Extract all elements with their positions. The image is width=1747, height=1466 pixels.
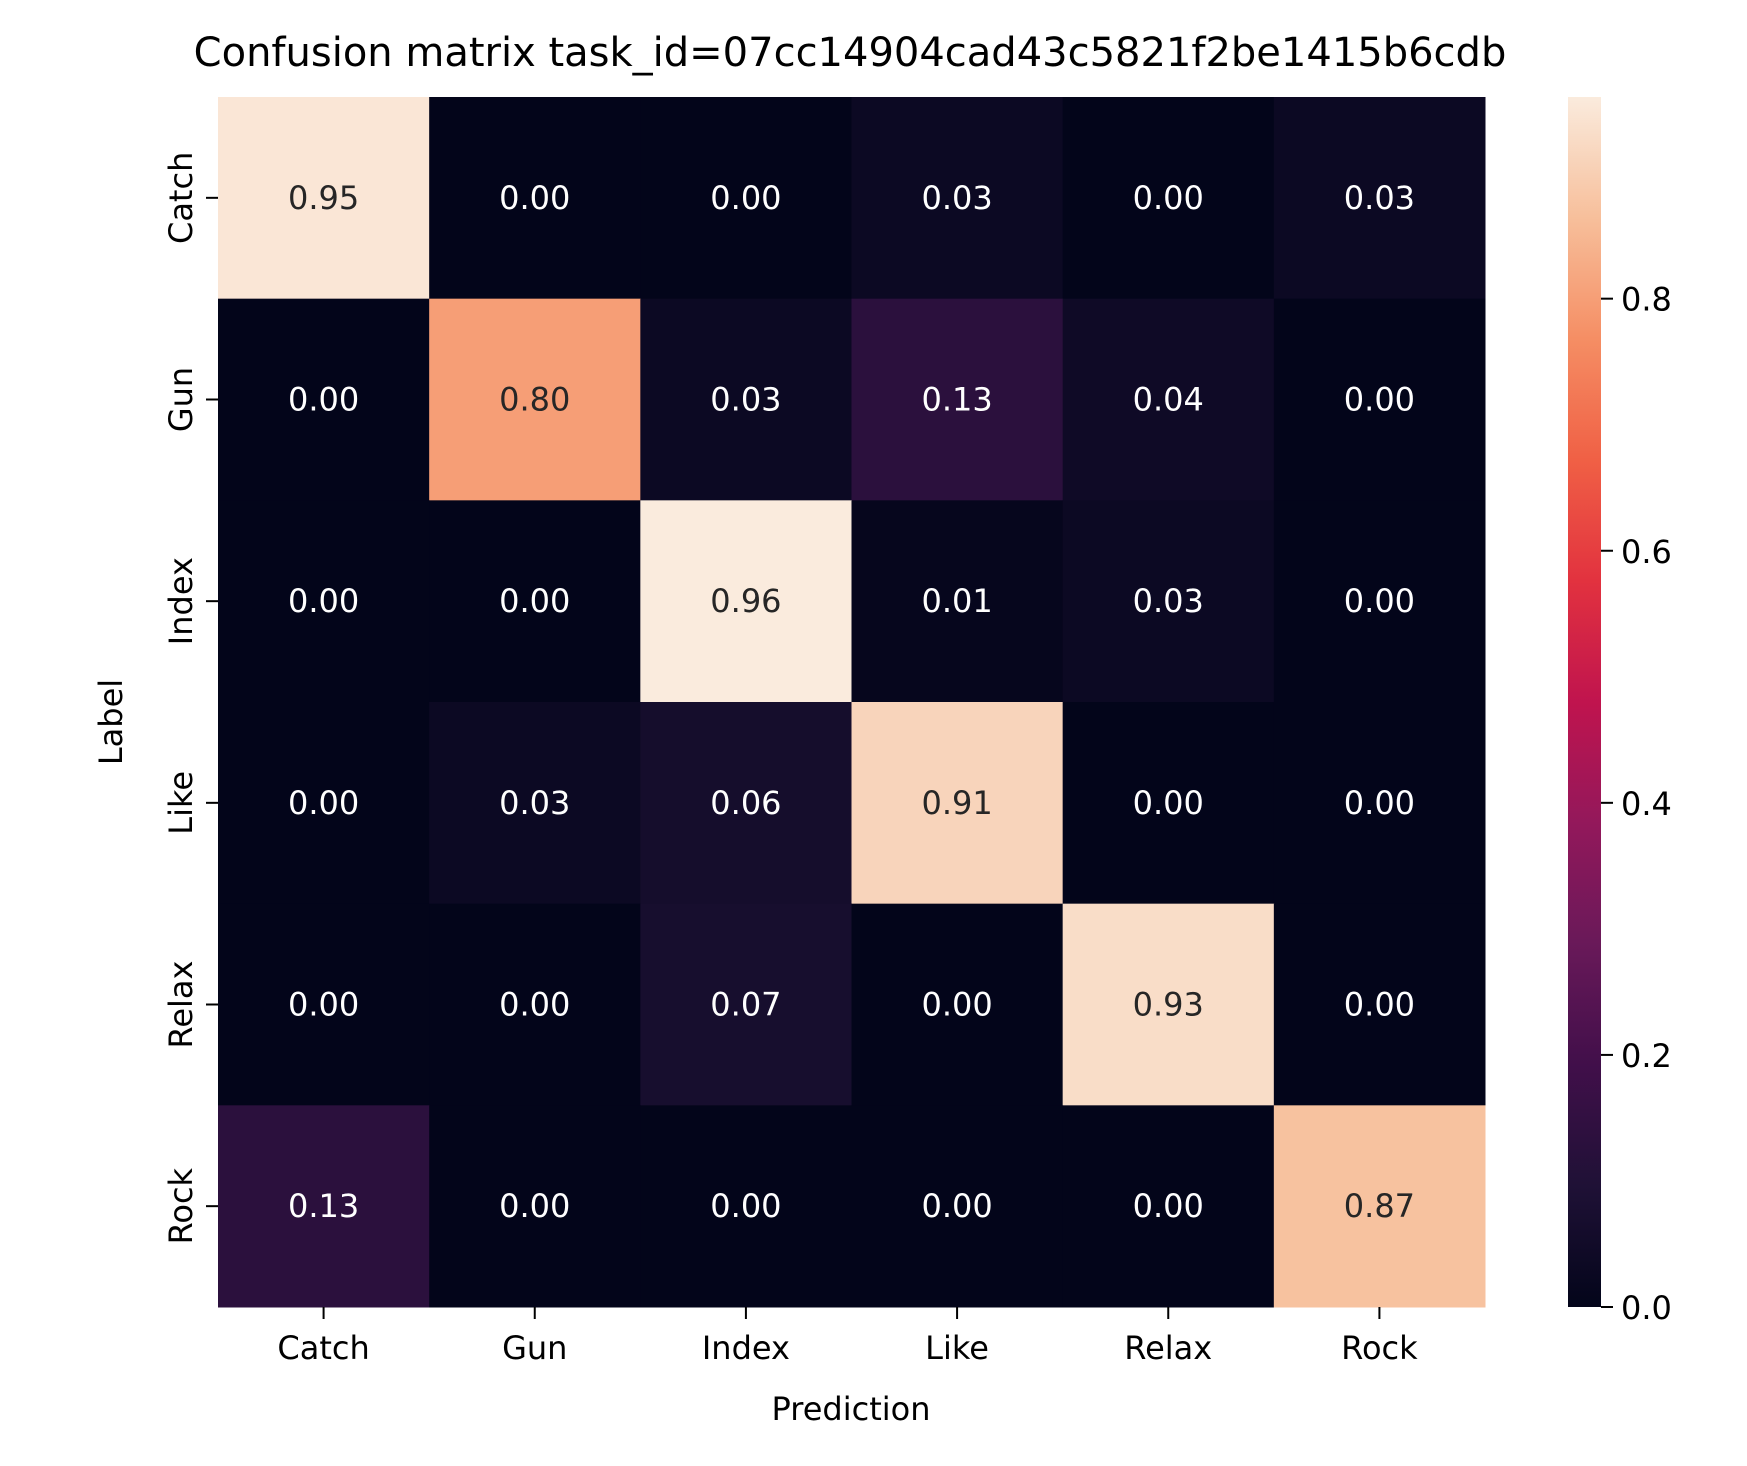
cell-value-label: 0.00: [288, 784, 359, 822]
heatmap-cell: [429, 903, 641, 1106]
y-axis-label: Label: [92, 679, 130, 765]
heatmap-cell: [640, 97, 852, 300]
heatmap-cell: [640, 1105, 852, 1308]
cell-value-label: 0.91: [921, 784, 992, 822]
cell-value-label: 0.03: [1133, 582, 1204, 620]
x-tick-label: Like: [925, 1329, 989, 1367]
x-tick-label: Rock: [1341, 1329, 1418, 1367]
cell-value-label: 0.00: [1133, 1187, 1204, 1225]
heatmap-cell: [640, 702, 852, 905]
heatmap-cell: [218, 903, 430, 1106]
heatmap-cell: [1273, 702, 1486, 905]
x-axis-label: Prediction: [772, 1390, 931, 1428]
heatmap-cell: [1062, 500, 1275, 703]
x-tick-label: Relax: [1124, 1329, 1212, 1367]
heatmap-cells: [218, 97, 1486, 1308]
heatmap-cell: [429, 97, 641, 300]
y-axis: Catch Gun Index Like Relax Rock: [162, 152, 218, 1244]
cell-value-label: 0.01: [921, 582, 992, 620]
y-tick-label: Gun: [162, 367, 200, 432]
colorbar-ticks: 0.0 0.2 0.4 0.6 0.8: [1601, 281, 1672, 1327]
colorbar-tick-label: 0.0: [1621, 1289, 1672, 1327]
cell-value-label: 0.00: [921, 1187, 992, 1225]
cell-value-label: 0.00: [499, 179, 570, 217]
heatmap-cell: [851, 1105, 1064, 1308]
heatmap-cell: [851, 97, 1064, 300]
cell-value-label: 0.06: [710, 784, 781, 822]
x-tick-label: Index: [702, 1329, 790, 1367]
cell-value-label: 0.00: [1133, 784, 1204, 822]
heatmap-cell: [1062, 702, 1275, 905]
cell-value-label: 0.00: [1344, 381, 1415, 419]
heatmap-cell: [429, 702, 641, 905]
cell-value-label: 0.03: [499, 784, 570, 822]
heatmap-cell: [1062, 1105, 1275, 1308]
heatmap-cell-labels: 0.95 0.00 0.00 0.03 0.00 0.03 0.00 0.80 0.03 0.13…: [288, 179, 1415, 1225]
cell-value-label: 0.93: [1133, 986, 1204, 1024]
cell-value-label: 0.00: [1344, 986, 1415, 1024]
heatmap-cell: [1062, 903, 1275, 1106]
y-tick-label: Relax: [162, 961, 200, 1049]
heatmap-cell: [1273, 1105, 1486, 1308]
cell-value-label: 0.00: [288, 986, 359, 1024]
y-tick-label: Index: [162, 557, 200, 645]
y-tick-label: Like: [162, 771, 200, 835]
cell-value-label: 0.95: [288, 179, 359, 217]
heatmap-cell: [218, 298, 430, 501]
heatmap-cell: [851, 500, 1064, 703]
cell-value-label: 0.00: [710, 1187, 781, 1225]
cell-value-label: 0.00: [1344, 784, 1415, 822]
heatmap-cell: [851, 298, 1064, 501]
cell-value-label: 0.07: [710, 986, 781, 1024]
cell-value-label: 0.87: [1344, 1187, 1415, 1225]
colorbar: [1568, 97, 1601, 1307]
cell-value-label: 0.00: [1133, 179, 1204, 217]
heatmap-cell: [640, 298, 852, 501]
heatmap-cell: [1273, 97, 1486, 300]
colorbar-tick-label: 0.2: [1621, 1037, 1672, 1075]
cell-value-label: 0.00: [1344, 582, 1415, 620]
heatmap-cell: [1062, 298, 1275, 501]
cell-value-label: 0.00: [288, 582, 359, 620]
cell-value-label: 0.00: [288, 381, 359, 419]
colorbar-tick-label: 0.4: [1621, 785, 1672, 823]
heatmap-cell: [640, 903, 852, 1106]
x-tick-label: Catch: [277, 1329, 369, 1367]
heatmap-cell: [640, 500, 852, 703]
cell-value-label: 0.00: [710, 179, 781, 217]
x-tick-label: Gun: [502, 1329, 567, 1367]
cell-value-label: 0.13: [288, 1187, 359, 1225]
heatmap-cell: [429, 500, 641, 703]
heatmap-cell: [1273, 903, 1486, 1106]
cell-value-label: 0.80: [499, 381, 570, 419]
heatmap-cell: [851, 903, 1064, 1106]
heatmap-cell: [1273, 500, 1486, 703]
cell-value-label: 0.00: [499, 986, 570, 1024]
cell-value-label: 0.03: [921, 179, 992, 217]
heatmap-cell: [218, 97, 430, 300]
heatmap-cell: [851, 702, 1064, 905]
heatmap-cell: [429, 298, 641, 501]
cell-value-label: 0.13: [921, 381, 992, 419]
x-axis: Catch Gun Index Like Relax Rock: [277, 1307, 1418, 1367]
cell-value-label: 0.96: [710, 582, 781, 620]
cell-value-label: 0.00: [499, 1187, 570, 1225]
y-tick-label: Catch: [162, 152, 200, 244]
cell-value-label: 0.03: [1344, 179, 1415, 217]
heatmap-cell: [429, 1105, 641, 1308]
cell-value-label: 0.04: [1133, 381, 1204, 419]
y-tick-label: Rock: [162, 1167, 200, 1244]
heatmap-cell: [218, 702, 430, 905]
heatmap-cell: [218, 1105, 430, 1308]
heatmap-cell: [218, 500, 430, 703]
heatmap-cell: [1062, 97, 1275, 300]
chart-title: Confusion matrix task_id=07cc14904cad43c…: [194, 30, 1507, 76]
cell-value-label: 0.03: [710, 381, 781, 419]
colorbar-tick-label: 0.8: [1621, 281, 1672, 319]
cell-value-label: 0.00: [921, 986, 992, 1024]
cell-value-label: 0.00: [499, 582, 570, 620]
colorbar-tick-label: 0.6: [1621, 533, 1672, 571]
heatmap-cell: [1273, 298, 1486, 501]
